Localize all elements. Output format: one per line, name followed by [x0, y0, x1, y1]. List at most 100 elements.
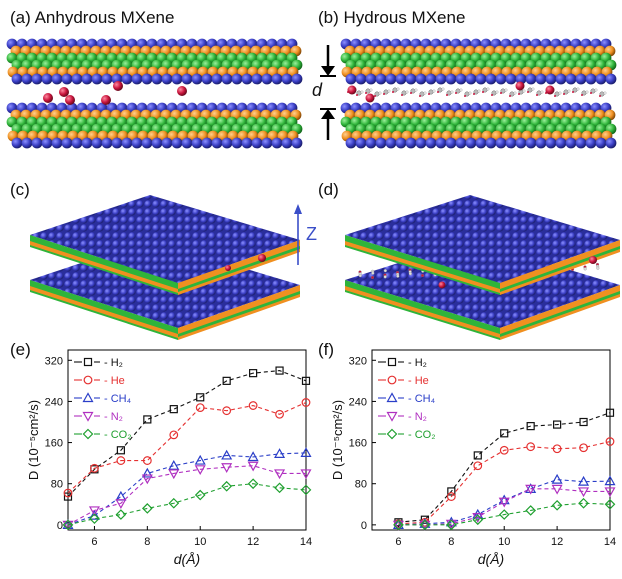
x-tick-label: 14 — [300, 536, 312, 548]
data-point — [141, 467, 153, 478]
x-tick-label: 14 — [604, 536, 616, 548]
slab-3d-top-c — [30, 195, 300, 295]
plot-frame — [371, 349, 611, 531]
data-point — [579, 443, 588, 453]
data-point — [301, 376, 311, 385]
data-point — [393, 519, 404, 531]
spacing-arrows — [320, 45, 336, 140]
series-line — [398, 441, 611, 525]
spacing-d-label: d — [312, 80, 323, 100]
legend-entry: - H₂ — [74, 357, 123, 369]
series-co2 — [393, 497, 616, 531]
legend-label: - He — [104, 375, 125, 387]
data-point — [551, 473, 563, 484]
data-point — [196, 393, 205, 402]
series-line — [67, 452, 307, 526]
legend-label: - N₂ — [104, 411, 123, 423]
data-point — [115, 509, 127, 520]
legend-label: - H₂ — [408, 357, 427, 369]
data-point — [605, 408, 615, 417]
data-point — [500, 429, 509, 438]
data-point — [247, 451, 259, 462]
data-point — [90, 463, 99, 473]
y-axis-label: D (10⁻⁵cm²/s) — [330, 400, 345, 480]
panel-c — [30, 195, 302, 340]
legend-label: - CO₂ — [408, 429, 436, 441]
legend-label: - He — [408, 375, 429, 387]
data-point — [300, 484, 312, 496]
data-point — [194, 454, 206, 465]
data-point — [578, 497, 589, 509]
chart-f: 6 8 10 12 14 0 80 160 240 320 d(Å) D (10⁻⁵cm²/s) - H… — [330, 349, 616, 567]
data-point — [62, 519, 74, 531]
data-point — [552, 444, 562, 454]
data-point — [168, 497, 180, 509]
panel-d-label: (d) — [318, 180, 339, 199]
data-point — [300, 447, 312, 457]
data-point — [221, 480, 233, 492]
data-point — [445, 519, 457, 531]
data-point — [525, 505, 537, 516]
y-tick-label: 0 — [361, 520, 367, 532]
data-point — [62, 520, 74, 531]
data-point — [551, 484, 563, 495]
panel-c-label: (c) — [10, 180, 30, 199]
legend-entry: - CH₄ — [378, 392, 436, 405]
data-point — [472, 514, 484, 526]
data-point — [222, 376, 231, 385]
x-tick-label: 12 — [551, 536, 563, 548]
data-point — [498, 497, 510, 508]
chart-e: 6 8 10 12 14 0 80 160 240 320 d(Å) D (10⁻⁵cm²/s) - H… — [26, 349, 312, 567]
series-n2 — [62, 461, 312, 531]
data-point — [247, 478, 259, 490]
data-point — [222, 406, 232, 416]
series-co2 — [62, 478, 312, 531]
data-point — [89, 513, 100, 525]
data-point — [526, 422, 535, 431]
data-point — [249, 369, 258, 378]
data-point — [553, 420, 562, 429]
series-line — [67, 401, 307, 494]
panel-a-label: (a) Anhydrous MXene — [10, 8, 174, 28]
y-tick-label: 320 — [349, 355, 367, 367]
panel-b-title: Hydrous MXene — [343, 8, 466, 27]
data-point — [88, 509, 100, 520]
data-point — [526, 442, 536, 452]
data-point — [194, 489, 206, 501]
y-tick-label: 0 — [57, 520, 63, 532]
series-line — [67, 465, 306, 526]
panel-f-label: (f) — [318, 340, 335, 359]
x-tick-label: 6 — [91, 536, 97, 548]
data-point — [194, 465, 206, 476]
panel-a-title: Anhydrous MXene — [34, 8, 175, 27]
data-point — [604, 498, 616, 510]
legend-label: - CO₂ — [104, 429, 132, 441]
panel-b-label: (b) Hydrous MXene — [318, 8, 465, 28]
y-tick-label: 160 — [349, 438, 367, 450]
data-point — [195, 403, 205, 413]
x-tick-label: 6 — [395, 536, 401, 548]
series-line — [398, 502, 611, 526]
z-axis-arrow — [294, 204, 302, 265]
data-point — [88, 506, 100, 517]
data-point — [275, 366, 284, 375]
panel-b — [320, 38, 617, 149]
data-point — [169, 405, 178, 414]
data-point — [63, 492, 73, 501]
y-tick-label: 240 — [45, 396, 63, 408]
x-tick-label: 10 — [194, 536, 206, 548]
data-point — [604, 487, 616, 498]
data-point — [447, 487, 456, 496]
data-point — [274, 448, 286, 458]
data-point — [578, 487, 590, 498]
plot-frame — [67, 349, 307, 531]
legend-label: - H₂ — [104, 357, 123, 369]
panel-d — [345, 195, 620, 340]
legend-entry: - H₂ — [378, 357, 427, 369]
y-tick-label: 160 — [45, 438, 63, 450]
series-he — [394, 437, 615, 529]
series-h2 — [63, 366, 311, 501]
data-point — [141, 503, 153, 514]
legend-entry: - N₂ — [74, 411, 123, 423]
